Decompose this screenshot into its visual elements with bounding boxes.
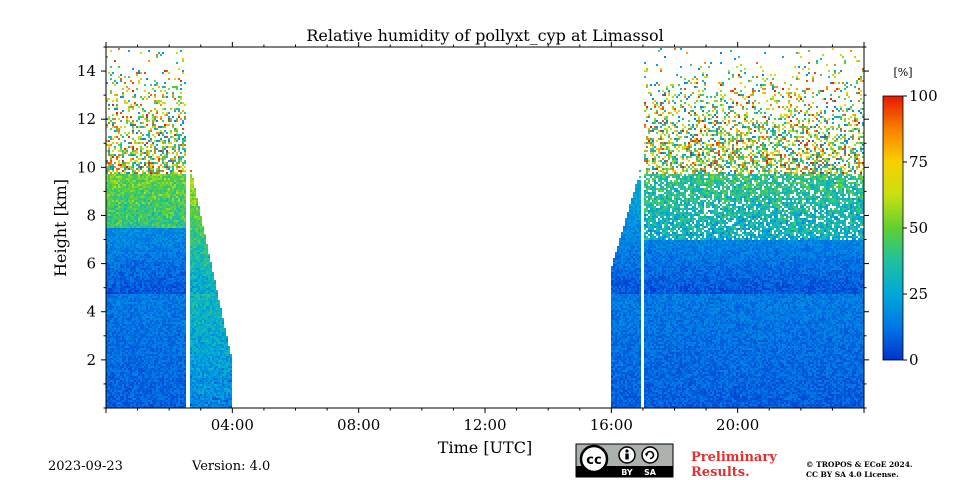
x-tick-label: 16:00 (590, 416, 633, 434)
copyright-line1: © TROPOS & ECoE 2024. (806, 460, 913, 469)
footer-date: 2023-09-23 (48, 459, 123, 474)
y-tick-label: 2 (86, 351, 96, 369)
x-tick-label: 04:00 (211, 416, 254, 434)
y-tick-label: 6 (86, 255, 96, 273)
x-axis-label: Time [UTC] (438, 438, 532, 457)
y-tick-label: 12 (77, 110, 96, 128)
x-tick-label: 08:00 (337, 416, 380, 434)
colorbar: [%] 0 25 50 75 100 (883, 66, 938, 369)
x-tick-label: 12:00 (463, 416, 506, 434)
cc-sa-label: SA (644, 468, 657, 477)
colorbar-unit: [%] (893, 66, 912, 79)
sa-share-alike-icon (642, 447, 658, 463)
preliminary-results-line2: Results. (691, 465, 750, 480)
colorbar-gradient (883, 96, 903, 360)
y-axis-label: Height [km] (51, 179, 70, 277)
cc-logo-text: cc (586, 453, 601, 468)
humidity-heatmap (106, 48, 864, 408)
colorbar-tick-label: 75 (909, 153, 928, 171)
x-tick-label: 20:00 (716, 416, 759, 434)
colorbar-tick-label: 100 (909, 87, 938, 105)
y-tick-label: 14 (77, 62, 96, 80)
colorbar-tick-label: 25 (909, 285, 928, 303)
y-tick-label: 4 (86, 303, 96, 321)
colorbar-tick-label: 0 (909, 351, 919, 369)
footer-version: Version: 4.0 (191, 459, 270, 474)
y-tick-label: 8 (86, 206, 96, 224)
preliminary-results-line1: Preliminary (691, 450, 777, 465)
cc-license-badge: cc BY SA (576, 444, 673, 477)
cc-by-label: BY (621, 468, 633, 477)
colorbar-tick-label: 50 (909, 219, 928, 237)
copyright-line2: CC BY SA 4.0 License. (806, 470, 899, 479)
y-tick-label: 10 (77, 158, 96, 176)
